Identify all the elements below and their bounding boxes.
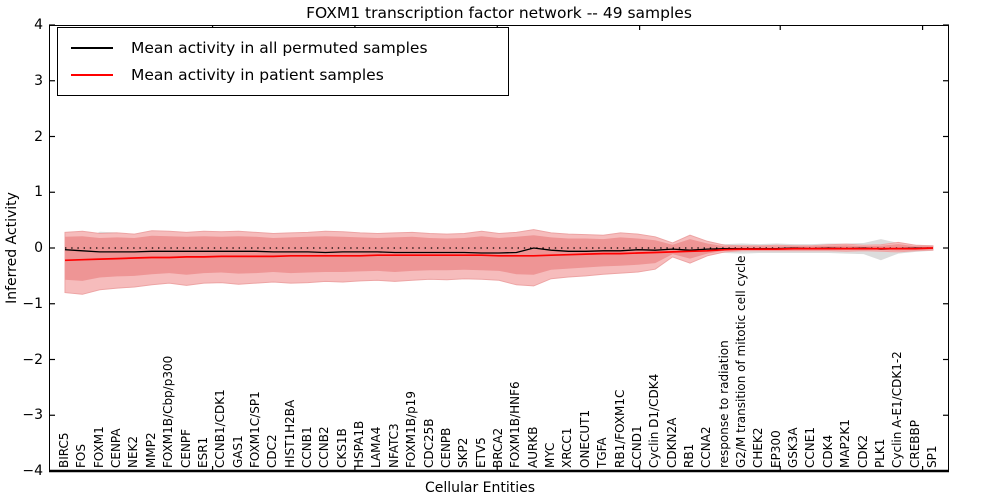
entity-label: LAMA4 [369,426,384,468]
legend-line-sample [71,74,113,76]
entity-label: ONECUT1 [577,409,592,468]
entity-label: G2/M transition of mitotic cell cycle [734,255,749,468]
entity-label: BRCA2 [491,427,505,468]
legend-row: Mean activity in all permuted samples [71,39,508,57]
y-tick-label: 1 [34,184,43,201]
entity-label: CREBBP [907,420,922,468]
entity-label: CDK4 [820,434,835,468]
entity-label: FOS [74,444,89,468]
entity-label: MAP2K1 [838,419,853,468]
entity-label: CENPF [178,428,193,468]
entity-label: HIST1H2BA [282,399,297,468]
entity-label: CENPA [109,428,124,468]
y-tick-label: −3 [22,407,43,424]
entity-label: EP300 [768,430,783,468]
entity-label: XRCC1 [560,427,575,468]
entity-label: SKP2 [456,437,471,468]
x-axis-label: Cellular Entities [424,480,536,496]
entity-label: FOXM1 [91,426,106,468]
y-tick-label: 2 [34,128,43,145]
entity-label: ETV5 [473,437,488,468]
entity-label: CCNB2 [317,426,332,468]
entity-label: CDKN2A [664,417,679,468]
patient-samples-inner-band-band [65,235,933,281]
legend: Mean activity in all permuted samples Mea… [57,27,509,96]
entity-label: Cyclin A-E1/CDK1-2 [890,351,905,468]
entity-label: FOXM1B/p19 [404,391,419,468]
entity-label: NFATC3 [386,423,401,468]
entity-label: RB1/FOXM1C [612,389,627,468]
entity-label: ESR1 [195,436,210,468]
entity-label: response to radiation [716,340,731,468]
entity-label: CCNE1 [803,427,818,468]
entity-label: CHEK2 [751,427,766,469]
entity-label: MYC [543,442,558,468]
entity-label: AURKB [525,426,540,468]
entity-label: CDC2 [265,434,280,468]
entity-label: SP1 [925,445,939,469]
legend-label: Mean activity in all permuted samples [131,39,428,57]
y-tick-label: 4 [34,17,43,33]
legend-label: Mean activity in patient samples [131,66,384,84]
entity-label: CKS1B [334,428,349,468]
y-tick-label: −4 [22,463,43,479]
entity-label: CENPB [438,427,453,468]
entity-label: RB1 [681,443,696,468]
y-tick-label: 3 [34,72,43,89]
y-tick-label: −1 [22,295,43,312]
entity-label: PLK1 [872,438,887,468]
entity-label: CCNB1/CDK1 [213,389,228,468]
entity-label: CCNA2 [699,426,714,468]
legend-line-sample [71,47,113,49]
chart-title: FOXM1 transcription factor network -- 49… [306,4,692,22]
y-tick-label: −2 [22,351,43,368]
entity-label: FOXM1B/HNF6 [508,381,523,468]
y-tick-label: 0 [34,240,43,256]
entity-label: CDK2 [855,434,870,468]
entity-label: CDC25B [421,418,436,469]
entity-label: BIRC5 [57,432,71,468]
entity-label: TGFA [595,437,610,468]
y-axis-label: Inferred Activity [4,192,20,304]
entity-label: CCNB1 [300,426,315,468]
entity-label: CCND1 [629,425,644,468]
entity-label: Cyclin D1/CDK4 [647,373,662,468]
entity-label: GAS1 [230,435,245,468]
entity-label: NEK2 [126,435,141,468]
entity-label: HSPA1B [352,420,367,468]
entity-label: GSK3A [786,427,801,468]
legend-row: Mean activity in patient samples [71,66,508,84]
series-line-patient [64,247,934,262]
entity-label: FOXM1B/Cbp/p300 [161,355,176,468]
entity-label: FOXM1C/SP1 [247,391,262,468]
entity-label: MMP2 [143,432,158,468]
